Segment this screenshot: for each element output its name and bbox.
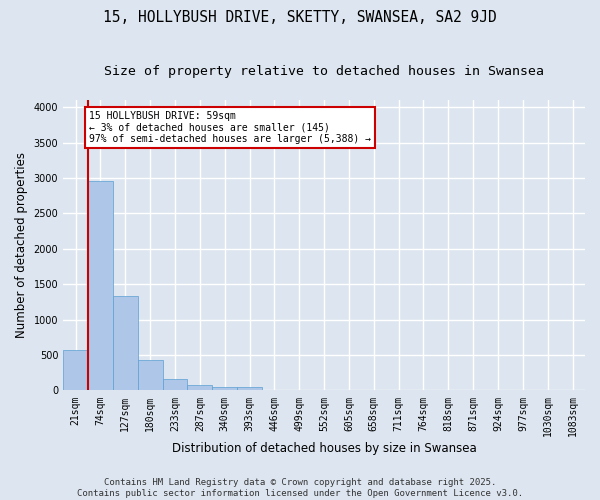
Bar bbox=[237, 388, 262, 390]
Bar bbox=[88, 181, 113, 390]
Bar bbox=[187, 385, 212, 390]
Text: 15 HOLLYBUSH DRIVE: 59sqm
← 3% of detached houses are smaller (145)
97% of semi-: 15 HOLLYBUSH DRIVE: 59sqm ← 3% of detach… bbox=[89, 110, 371, 144]
Y-axis label: Number of detached properties: Number of detached properties bbox=[15, 152, 28, 338]
X-axis label: Distribution of detached houses by size in Swansea: Distribution of detached houses by size … bbox=[172, 442, 476, 455]
Bar bbox=[113, 296, 138, 390]
Bar bbox=[63, 350, 88, 391]
Text: Contains HM Land Registry data © Crown copyright and database right 2025.
Contai: Contains HM Land Registry data © Crown c… bbox=[77, 478, 523, 498]
Bar bbox=[138, 360, 163, 390]
Bar bbox=[163, 380, 187, 390]
Bar bbox=[212, 387, 237, 390]
Title: Size of property relative to detached houses in Swansea: Size of property relative to detached ho… bbox=[104, 65, 544, 78]
Text: 15, HOLLYBUSH DRIVE, SKETTY, SWANSEA, SA2 9JD: 15, HOLLYBUSH DRIVE, SKETTY, SWANSEA, SA… bbox=[103, 10, 497, 25]
